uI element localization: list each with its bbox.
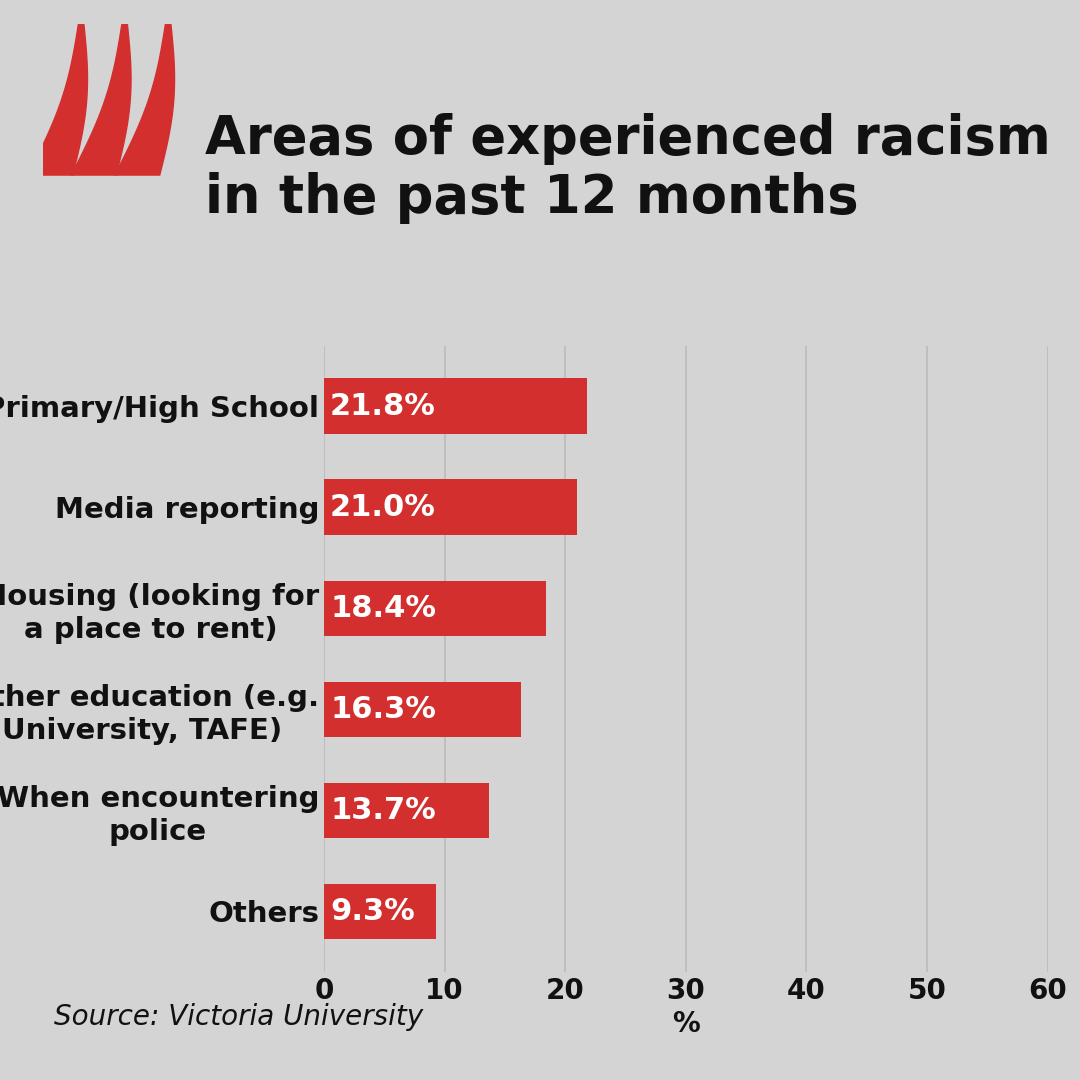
Polygon shape <box>28 25 87 175</box>
Polygon shape <box>71 25 131 175</box>
Bar <box>324 580 545 636</box>
Text: 9.3%: 9.3% <box>330 896 415 926</box>
Bar <box>324 378 586 434</box>
Text: 21.0%: 21.0% <box>330 492 436 522</box>
Bar <box>324 883 436 940</box>
Text: 13.7%: 13.7% <box>330 796 435 825</box>
Text: 18.4%: 18.4% <box>330 594 436 623</box>
Text: Areas of experienced racism
in the past 12 months: Areas of experienced racism in the past … <box>205 113 1051 224</box>
Text: Source: Victoria University: Source: Victoria University <box>54 1003 423 1031</box>
X-axis label: %: % <box>672 1011 700 1038</box>
Text: 16.3%: 16.3% <box>330 694 436 724</box>
Bar <box>324 681 521 737</box>
Polygon shape <box>114 25 175 175</box>
Text: 21.8%: 21.8% <box>330 392 436 421</box>
Bar <box>324 480 577 535</box>
Bar <box>324 783 489 838</box>
